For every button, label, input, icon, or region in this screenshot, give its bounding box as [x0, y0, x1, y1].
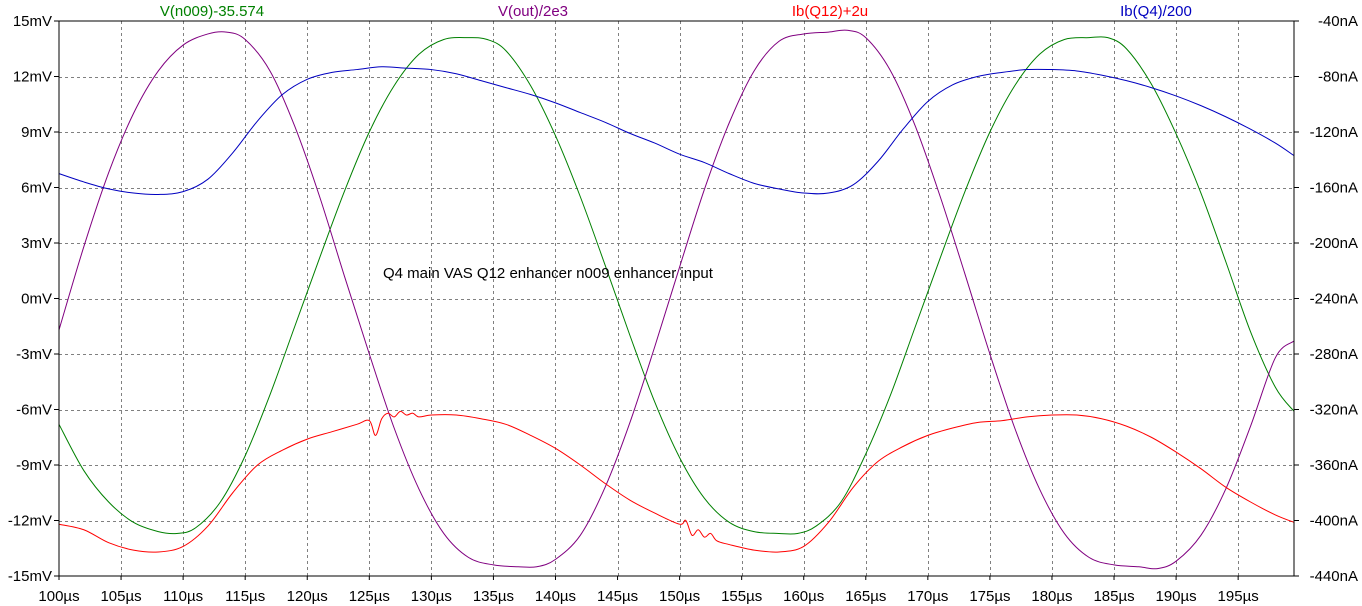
x-tick-label: 175µs — [969, 588, 1010, 605]
x-tick-label: 195µs — [1218, 588, 1259, 605]
x-tick-label: 145µs — [597, 588, 638, 605]
y-left-tick-label: 0mV — [21, 291, 52, 308]
x-tick-label: 155µs — [721, 588, 762, 605]
y-left-tick-label: -6mV — [16, 402, 52, 419]
tick-labels: 100µs 105µs 110µs 115µs 120µs 125µs 130µs 135µs… — [8, 13, 1358, 605]
y-left-tick-label: 3mV — [21, 235, 52, 252]
y-right-tick-label: -400nA — [1310, 513, 1358, 530]
x-tick-label: 120µs — [287, 588, 328, 605]
y-right-tick-label: -240nA — [1310, 291, 1358, 308]
y-left-tick-label: 9mV — [21, 124, 52, 141]
y-left-tick-label: -9mV — [16, 457, 52, 474]
x-tick-label: 130µs — [411, 588, 452, 605]
y-left-tick-label: -3mV — [16, 346, 52, 363]
chart-annotation: Q4 main VAS Q12 enhancer n009 enhancer i… — [383, 265, 714, 282]
series-layer — [58, 29, 1295, 570]
legend: V(n009)-35.574 V(out)/2e3 Ib(Q12)+2u Ib(Q4)… — [160, 3, 1192, 20]
x-tick-label: 185µs — [1093, 588, 1134, 605]
x-tick-label: 115µs — [225, 588, 265, 605]
x-tick-label: 100µs — [38, 588, 79, 605]
y-right-tick-label: -440nA — [1310, 568, 1358, 585]
x-tick-label: 180µs — [1031, 588, 1072, 605]
series-line-3 — [58, 410, 1295, 553]
y-left-tick-label: 12mV — [13, 69, 52, 86]
y-right-tick-label: -360nA — [1310, 457, 1358, 474]
x-tick-label: 135µs — [473, 588, 514, 605]
y-right-tick-label: -160nA — [1310, 180, 1358, 197]
series-line-1 — [58, 36, 1295, 535]
series-line-2 — [58, 29, 1295, 570]
y-left-tick-label: -15mV — [8, 568, 52, 585]
series-line-4 — [58, 66, 1295, 195]
y-right-tick-label: -40nA — [1318, 13, 1358, 30]
y-left-tick-label: -12mV — [8, 513, 52, 530]
x-tick-label: 125µs — [349, 588, 390, 605]
x-tick-label: 165µs — [845, 588, 886, 605]
x-tick-label: 160µs — [783, 588, 824, 605]
y-left-tick-label: 15mV — [13, 13, 52, 30]
y-right-tick-label: -320nA — [1310, 402, 1358, 419]
legend-entry-2: V(out)/2e3 — [498, 3, 568, 20]
plot-frame — [58, 20, 1295, 577]
grid — [59, 21, 1294, 576]
y-right-tick-label: -200nA — [1310, 235, 1358, 252]
x-tick-label: 150µs — [659, 588, 700, 605]
y-right-tick-label: -280nA — [1310, 346, 1358, 363]
legend-entry-3: Ib(Q12)+2u — [792, 3, 868, 20]
legend-entry-4: Ib(Q4)/200 — [1120, 3, 1192, 20]
y-right-tick-label: -120nA — [1310, 124, 1358, 141]
y-left-tick-label: 6mV — [21, 180, 52, 197]
x-tick-label: 140µs — [535, 588, 576, 605]
legend-entry-1: V(n009)-35.574 — [160, 3, 264, 20]
x-tick-label: 170µs — [907, 588, 948, 605]
y-right-tick-label: -80nA — [1318, 69, 1358, 86]
x-tick-label: 190µs — [1155, 588, 1196, 605]
x-tick-label: 105µs — [100, 588, 141, 605]
x-tick-label: 110µs — [163, 588, 203, 605]
